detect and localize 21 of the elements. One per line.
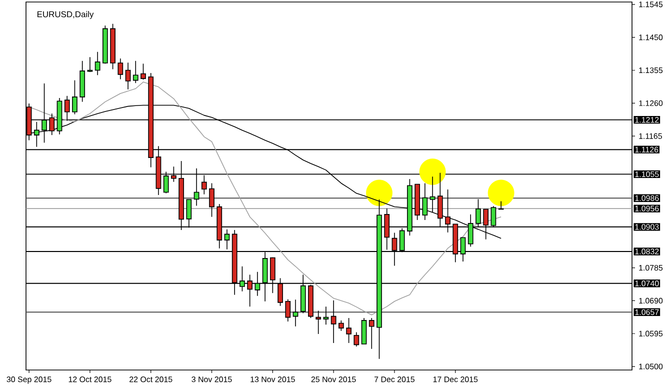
candlestick — [361, 318, 367, 344]
candlestick — [209, 182, 214, 218]
candlestick — [292, 299, 298, 327]
candlestick — [330, 300, 336, 344]
candlestick — [118, 58, 124, 80]
candlestick — [140, 63, 146, 80]
candlestick — [125, 62, 131, 90]
candlestick — [72, 80, 78, 115]
candlestick — [368, 318, 374, 350]
candlestick — [338, 320, 344, 332]
candlestick — [498, 200, 504, 210]
text: EURUSD,Daily — [37, 11, 94, 19]
candlestick — [354, 332, 360, 347]
candlestick — [132, 60, 138, 84]
candlestick — [94, 51, 100, 76]
candlestick — [346, 318, 352, 344]
candlestick — [430, 176, 436, 213]
candlestick — [323, 306, 329, 326]
candlestick — [422, 182, 428, 220]
candlestick — [285, 298, 291, 322]
candlestick — [316, 310, 322, 334]
